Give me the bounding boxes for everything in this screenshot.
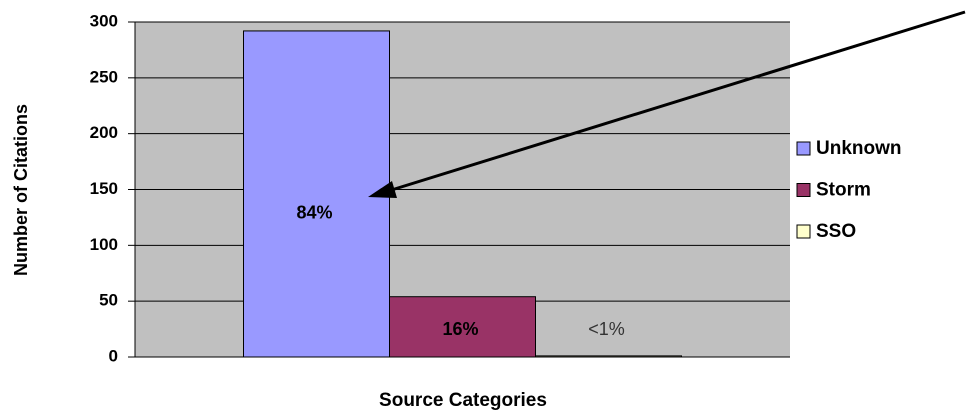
arrow-line <box>384 10 966 194</box>
legend-swatch <box>796 183 811 197</box>
bar <box>389 296 536 358</box>
legend-label: Unknown <box>816 138 902 159</box>
legend: Unknown Storm SSO <box>796 138 902 242</box>
y-tick-label: 200 <box>90 123 118 142</box>
marks <box>128 21 790 358</box>
value-label: 84% <box>296 203 332 223</box>
y-tick-label: 250 <box>90 67 118 86</box>
y-tick-label: 0 <box>109 346 118 365</box>
y-tick-label: 100 <box>90 235 118 254</box>
legend-swatch <box>796 224 811 239</box>
y-tick-label: 50 <box>99 291 118 310</box>
legend-box <box>790 132 978 248</box>
bar <box>243 30 390 358</box>
y-tick-label: 300 <box>90 11 118 30</box>
arrow-head <box>368 181 397 198</box>
legend-swatch <box>796 141 811 156</box>
value-label: 16% <box>442 319 478 339</box>
legend-label: SSO <box>816 221 856 242</box>
x-axis-title: Source Categories <box>379 390 547 411</box>
legend-label: Storm <box>816 180 871 201</box>
annotation-arrow <box>368 10 966 198</box>
value-label: <1% <box>588 319 625 339</box>
y-axis-title: Number of Citations <box>11 104 31 276</box>
y-tick-label: 150 <box>90 179 118 198</box>
